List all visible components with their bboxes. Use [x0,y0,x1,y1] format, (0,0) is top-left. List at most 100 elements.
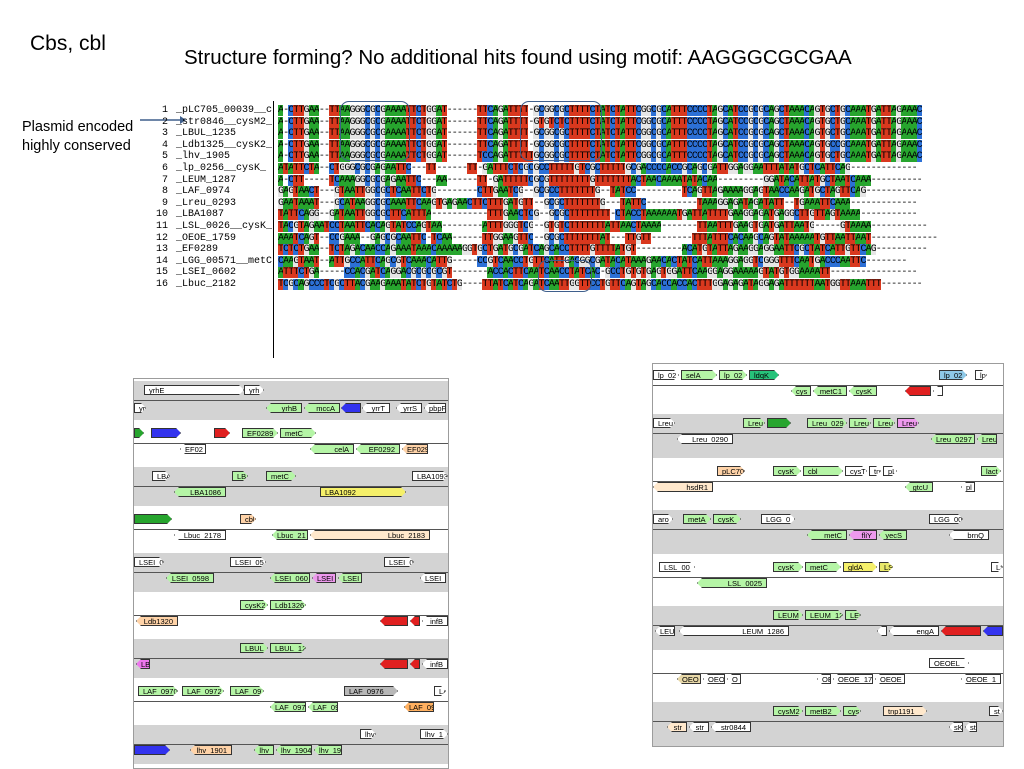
gene-arrow[interactable]: LBA [152,471,170,481]
gene-arrow[interactable]: LBA1086 [174,487,226,497]
gene-arrow[interactable]: LEU [655,626,675,636]
gene-arrow[interactable]: Lreu [977,434,997,444]
gene-arrow[interactable]: lhv_1901 [190,745,232,755]
gene-arrow[interactable]: LSEI_0 [134,557,164,567]
gene-arrow[interactable]: LSEI [338,573,362,583]
gene-arrow[interactable]: yrh [244,385,264,395]
gene-arrow[interactable]: LBUL_1 [240,643,268,653]
gene-arrow[interactable]: LGG_00 [929,514,963,524]
gene-arrow[interactable]: Lreu_0297 [931,434,975,444]
gene-arrow[interactable]: LBUL_12 [270,643,306,653]
gene-arrow[interactable]: cysK [773,562,803,572]
gene-arrow[interactable]: str0844 [711,722,751,732]
gene-arrow[interactable]: cbl [240,514,256,524]
gene-arrow[interactable]: LEUM_1286 [679,626,789,636]
gene-arrow[interactable]: metC [805,562,841,572]
gene-arrow[interactable]: st [965,722,977,732]
gene-arrow[interactable]: lp_02 [719,370,747,380]
gene-arrow[interactable]: Lreu [743,418,765,428]
gene-arrow[interactable]: LAF_09 [308,702,338,712]
gene-arrow[interactable]: lact [981,466,1001,476]
gene-arrow[interactable]: LS [991,562,1003,572]
gene-arrow[interactable] [214,428,230,438]
gene-arrow[interactable] [933,386,943,396]
gene-arrow[interactable] [941,626,981,636]
gene-arrow[interactable] [134,428,144,438]
gene-arrow[interactable]: sK [949,722,963,732]
gene-arrow[interactable]: Lreu [849,418,871,428]
gene-arrow[interactable]: cysK [849,386,877,396]
gene-arrow[interactable]: cbl [803,466,843,476]
gene-arrow[interactable]: LB [136,659,150,669]
gene-arrow[interactable]: yrrS [396,403,422,413]
gene-arrow[interactable] [134,514,172,524]
gene-arrow[interactable]: O [727,674,741,684]
gene-arrow[interactable]: Ldb1326 [270,600,306,610]
gene-arrow[interactable] [410,659,420,669]
gene-arrow[interactable] [380,616,408,626]
gene-arrow[interactable]: Lreu [897,418,919,428]
gene-arrow[interactable] [134,745,170,755]
gene-arrow[interactable]: Lbuc_2178 [174,530,226,540]
gene-arrow[interactable]: yrhE [144,385,244,395]
gene-arrow[interactable]: LEU [845,610,861,620]
gene-arrow[interactable]: Lreu_0290 [677,434,733,444]
gene-arrow[interactable] [905,386,931,396]
gene-arrow[interactable] [341,403,361,413]
gene-arrow[interactable]: metC1 [813,386,847,396]
gene-arrow[interactable]: lp_02 [653,370,679,380]
gene-arrow[interactable]: OEO [703,674,725,684]
gene-arrow[interactable]: lhv [360,729,376,739]
gene-arrow[interactable]: metC [280,428,316,438]
gene-arrow[interactable]: Lbuc_21 [272,530,308,540]
gene-arrow[interactable]: celA [310,444,354,454]
gene-arrow[interactable] [983,626,1003,636]
gene-arrow[interactable]: Lbuc_2183 [310,530,430,540]
gene-arrow[interactable]: EF0292 [356,444,400,454]
gene-arrow[interactable]: metC [807,530,847,540]
gene-arrow[interactable]: cys [843,706,861,716]
gene-arrow[interactable]: cys [791,386,811,396]
gene-arrow[interactable]: LBA [232,471,248,481]
gene-arrow[interactable]: infB [422,616,448,626]
gene-arrow[interactable]: infB [422,659,448,669]
gene-arrow[interactable]: hsdR1 [653,482,713,492]
gene-arrow[interactable]: lhv_19 [314,745,342,755]
gene-arrow[interactable]: LS [879,562,893,572]
gene-arrow[interactable]: brnQ [949,530,989,540]
gene-arrow[interactable]: engA [889,626,939,636]
gene-arrow[interactable]: cysK [713,514,741,524]
gene-arrow[interactable]: yrhB [266,403,302,413]
gene-arrow[interactable]: EF02 [180,444,206,454]
gene-arrow[interactable]: OEOE_17 [833,674,873,684]
gene-arrow[interactable]: yecS [879,530,907,540]
gene-arrow[interactable] [151,428,181,438]
gene-arrow[interactable]: LSL_00 [659,562,695,572]
gene-arrow[interactable]: OE [817,674,831,684]
gene-arrow[interactable]: gtcU [905,482,933,492]
gene-arrow[interactable]: fliY [849,530,877,540]
gene-arrow[interactable]: Lreu [653,418,675,428]
gene-arrow[interactable]: str [667,722,687,732]
gene-arrow[interactable]: lp_02 [939,370,967,380]
gene-arrow[interactable]: tnp1191 [883,706,927,716]
gene-arrow[interactable]: metA [683,514,711,524]
gene-arrow[interactable]: lp [975,370,987,380]
gene-arrow[interactable]: aro [653,514,673,524]
gene-arrow[interactable]: cysT [845,466,867,476]
gene-arrow[interactable] [410,616,420,626]
gene-arrow[interactable]: LA [434,686,446,696]
gene-arrow[interactable]: str [689,722,709,732]
gene-arrow[interactable]: selA [681,370,717,380]
gene-arrow[interactable]: LSEI_05 [230,557,266,567]
gene-arrow[interactable]: LGG_0 [761,514,795,524]
gene-arrow[interactable]: LEUM_12 [805,610,843,620]
gene-arrow[interactable]: lhv [254,745,274,755]
gene-arrow[interactable]: EF0289 [242,428,278,438]
gene-arrow[interactable]: pLC70 [717,466,745,476]
gene-arrow[interactable]: LBA1093 [412,471,448,481]
gene-arrow[interactable]: LSEI_060 [270,573,310,583]
gene-arrow[interactable]: lhv_1 [420,729,448,739]
gene-arrow[interactable]: metC [266,471,296,481]
gene-arrow[interactable]: metB2 [805,706,841,716]
